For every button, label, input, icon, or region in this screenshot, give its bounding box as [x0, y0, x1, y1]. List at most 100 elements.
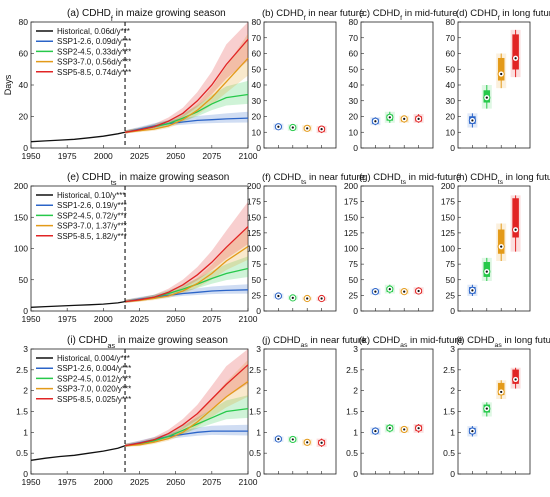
- ssp585-median-dot: [320, 441, 323, 444]
- ssp245-median-dot: [291, 296, 294, 299]
- y-tick-label: 1.5: [249, 407, 261, 417]
- ssp370-box: [497, 57, 505, 81]
- panel-title-main: (i) CDHD: [67, 335, 108, 346]
- panel-title-rest: in mid-future: [406, 172, 461, 183]
- ssp370-series-line: [124, 57, 249, 133]
- y-tick-label: 1: [256, 427, 261, 437]
- legend-entry-ssp126: SSP1-2.6, 0.004/y***: [57, 364, 131, 373]
- ssp370-median-dot: [403, 117, 406, 120]
- y-tick-label: 2: [23, 386, 28, 396]
- box-panel-h: 0 25 50 75 100 125 150 175 200(h) CDHDts in long…: [441, 172, 550, 316]
- y-tick-label: 0: [450, 306, 455, 316]
- ssp245-median-dot: [291, 438, 294, 441]
- y-tick-label: 0.5: [249, 448, 261, 458]
- y-tick-label: 200: [441, 181, 455, 191]
- y-tick-label: 100: [344, 244, 358, 254]
- legend-entry-ssp370: SSP3-7.0, 1.37/y***: [57, 222, 127, 231]
- ssp245-median-dot: [291, 126, 294, 129]
- y-tick-label: 0: [23, 143, 28, 153]
- panel-title: (j) CDHDas in near future: [262, 335, 366, 349]
- ssp126-series-line: [124, 117, 249, 133]
- panel-title-rest: in maize growing season: [115, 335, 228, 346]
- y-tick-label: 20: [252, 112, 262, 122]
- ssp370-median-dot: [306, 297, 309, 300]
- x-tick-label: 2100: [239, 314, 258, 324]
- box-panel-k: 00.511.522.53(k) CDHDas in mid-future: [346, 335, 463, 479]
- panel-title-main: (d) CDHD: [456, 8, 498, 19]
- y-tick-label: 30: [252, 96, 262, 106]
- ssp126-median-dot: [471, 429, 474, 433]
- ssp370-median-dot: [500, 245, 503, 248]
- y-tick-label: 0: [256, 143, 261, 153]
- historical-series-line: [30, 131, 126, 143]
- y-tick-label: 0: [450, 469, 455, 479]
- y-tick-label: 3: [353, 344, 358, 354]
- ssp126-median-dot: [471, 289, 474, 292]
- panel-title-subscript: f: [304, 15, 306, 22]
- panel-title: (g) CDHDts in mid-future: [359, 172, 461, 186]
- y-tick-label: 2: [256, 386, 261, 396]
- panel-title-main: (l) CDHD: [456, 335, 495, 346]
- ssp126-range-band: [125, 111, 248, 134]
- y-tick-label: 50: [349, 275, 359, 285]
- plot-frame: [263, 348, 337, 475]
- panel-title: (a) CDHDf in maize growing season: [67, 8, 226, 23]
- panel-title: (c) CDHDf in mid-future: [359, 8, 458, 22]
- y-tick-label: 175: [441, 197, 455, 207]
- ssp585-median-dot: [320, 297, 323, 300]
- y-tick-label: 0: [23, 469, 28, 479]
- y-tick-label: 10: [252, 127, 262, 137]
- panel-title-subscript: ts: [498, 179, 504, 186]
- x-tick-label: 2000: [94, 314, 113, 324]
- legend-entry-ssp126: SSP1-2.6, 0.09d/y***: [57, 37, 131, 46]
- y-tick-label: 20: [446, 112, 456, 122]
- y-tick-label: 150: [14, 212, 28, 222]
- y-tick-label: 200: [344, 181, 358, 191]
- ssp370-median-dot: [306, 441, 309, 444]
- ssp585-median-dot: [417, 117, 420, 120]
- y-tick-label: 1: [23, 427, 28, 437]
- y-tick-label: 0: [256, 306, 261, 316]
- panel-title-main: (f) CDHD: [262, 172, 301, 183]
- ssp585-range-band: [125, 22, 248, 134]
- y-tick-label: 2.5: [443, 365, 455, 375]
- legend-entry-ssp245: SSP2-4.5, 0.72/y***: [57, 211, 127, 220]
- ssp585-series-line: [124, 38, 249, 133]
- ssp370-median-dot: [500, 72, 503, 76]
- box-panel-l: 0 0.5 1 1.5 2 2.5 3(l) CDHDas in long future: [443, 335, 550, 479]
- ssp245-median-dot: [485, 407, 488, 410]
- y-tick-label: 150: [441, 212, 455, 222]
- y-axis-label: Days: [3, 74, 13, 95]
- ssp126-median-dot: [374, 429, 377, 433]
- y-tick-label: 200: [14, 181, 28, 191]
- legend-entry-ssp126: SSP1-2.6, 0.19/y***: [57, 201, 127, 210]
- panel-title-subscript: as: [301, 342, 309, 349]
- panel-title-rest: in maize growing season: [113, 8, 226, 19]
- ssp245-median-dot: [388, 116, 391, 119]
- ssp585-box: [512, 34, 519, 70]
- y-tick-label: 2.5: [16, 365, 28, 375]
- y-tick-label: 80: [19, 17, 29, 27]
- ssp370-median-dot: [403, 428, 406, 431]
- ssp126-median-dot: [471, 119, 474, 122]
- y-tick-label: 80: [349, 17, 359, 27]
- ssp245-median-dot: [388, 288, 391, 291]
- y-tick-label: 0: [353, 306, 358, 316]
- legend-entry-ssp370: SSP3-7.0, 0.020/y***: [57, 385, 131, 394]
- ssp245-range-band: [125, 80, 248, 134]
- panel-title-subscript: ts: [111, 178, 117, 187]
- x-tick-label: 2075: [202, 477, 221, 487]
- panel-title-rest: in mid-future: [407, 335, 462, 346]
- y-tick-label: 175: [247, 197, 261, 207]
- x-tick-label: 1950: [22, 151, 41, 161]
- y-tick-label: 0: [353, 469, 358, 479]
- legend-entry-ssp245: SSP2-4.5, 0.33d/y***: [57, 47, 131, 56]
- legend-entry-ssp585: SSP5-8.5, 0.025/y***: [57, 395, 131, 404]
- y-tick-label: 80: [446, 17, 456, 27]
- y-tick-label: 50: [19, 275, 29, 285]
- y-tick-label: 75: [252, 259, 262, 269]
- panel-title: (h) CDHDts in long future: [456, 172, 550, 186]
